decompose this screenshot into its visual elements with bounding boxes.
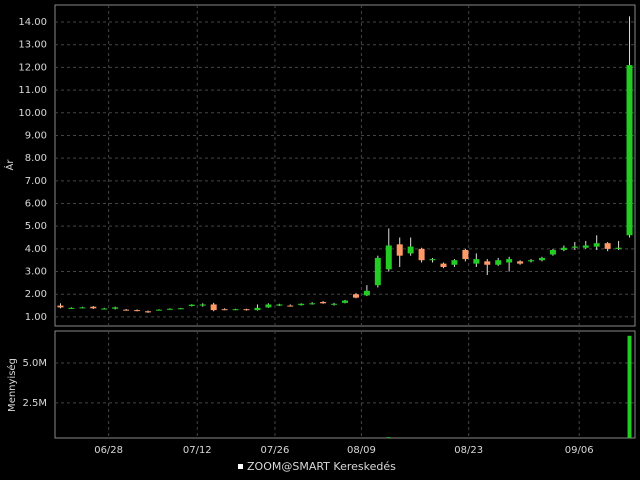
- candle-body: [145, 311, 152, 313]
- candle-body: [396, 244, 403, 256]
- candle-body: [221, 309, 228, 311]
- candle-body: [276, 304, 283, 306]
- candle-body: [528, 260, 535, 262]
- y-tick-label: 3.00: [25, 267, 47, 278]
- candle-body: [363, 290, 370, 296]
- candle-body: [232, 309, 239, 311]
- candle-body: [440, 263, 447, 268]
- candle-body: [560, 247, 567, 251]
- y-tick-label: 4.00: [25, 244, 47, 255]
- candle-body: [582, 245, 589, 248]
- candle-body: [473, 259, 480, 264]
- candle-body: [462, 250, 469, 260]
- y-tick-label: 9.00: [25, 130, 47, 141]
- x-tick-label: 07/12: [183, 445, 212, 456]
- candle-body: [626, 65, 633, 236]
- legend-label: ZOOM@SMART Kereskedés: [247, 460, 396, 473]
- candle-body: [418, 248, 425, 261]
- candle-body: [407, 246, 414, 254]
- candle-body: [538, 257, 545, 261]
- x-tick-label: 07/26: [261, 445, 290, 456]
- volume-bar: [627, 335, 632, 438]
- y-tick-label: 6.00: [25, 198, 47, 209]
- candle-body: [123, 309, 130, 311]
- candle-body: [254, 307, 261, 311]
- candle-body: [210, 304, 217, 311]
- candle-body: [484, 261, 491, 265]
- volume-axis-label: Mennyiség: [6, 358, 18, 412]
- y-tick-label: 11.00: [18, 85, 47, 96]
- candle-body: [155, 309, 162, 311]
- candle-body: [615, 247, 622, 249]
- candle-body: [298, 303, 305, 306]
- y-tick-label: 5.00: [25, 221, 47, 232]
- y-tick-label: 10.00: [18, 108, 47, 119]
- candle-body: [188, 304, 195, 307]
- x-tick-label: 06/28: [94, 445, 123, 456]
- y-tick-label: 1.00: [25, 312, 47, 323]
- candle-body: [112, 307, 119, 309]
- candle-body: [593, 243, 600, 247]
- y-tick-label: 8.00: [25, 153, 47, 164]
- legend-swatch: [238, 464, 243, 469]
- candle-body: [57, 305, 64, 308]
- candle-body: [517, 261, 524, 264]
- y-tick-label: 12.00: [18, 62, 47, 73]
- candle-body: [309, 303, 316, 305]
- candle-body: [495, 260, 502, 265]
- candle-body: [352, 294, 359, 298]
- candle-body: [506, 259, 513, 263]
- candle-body: [385, 245, 392, 270]
- candle-body: [331, 303, 338, 305]
- volume-tick-label: 5.0M: [22, 358, 47, 369]
- candle-body: [177, 308, 184, 310]
- y-tick-label: 13.00: [18, 40, 47, 51]
- y-tick-label: 2.00: [25, 289, 47, 300]
- y-axis-label: Ár: [3, 159, 16, 171]
- x-tick-label: 09/06: [565, 445, 594, 456]
- candle-body: [134, 310, 141, 312]
- candle-body: [166, 308, 173, 310]
- x-tick-label: 08/09: [347, 445, 376, 456]
- candle-body: [68, 307, 75, 309]
- candle-body: [374, 257, 381, 286]
- candle-body: [342, 300, 348, 303]
- candle-body: [451, 260, 458, 265]
- candle-body: [101, 308, 108, 310]
- candle-body: [571, 246, 578, 248]
- candle-body: [604, 243, 611, 249]
- candle-body: [429, 259, 436, 261]
- candle-body: [265, 304, 272, 308]
- price-panel: [54, 4, 636, 327]
- volume-panel: [54, 330, 636, 439]
- candle-body: [199, 304, 206, 306]
- x-tick-label: 08/23: [454, 445, 483, 456]
- candle-body: [320, 301, 327, 304]
- candle-body: [287, 305, 294, 307]
- candle-body: [549, 250, 556, 255]
- y-tick-label: 7.00: [25, 176, 47, 187]
- volume-bar: [386, 437, 391, 438]
- candle-body: [79, 307, 86, 309]
- candle-body: [243, 309, 250, 311]
- volume-tick-label: 2.5M: [22, 398, 47, 409]
- y-tick-label: 14.00: [18, 17, 47, 28]
- candle-body: [90, 306, 97, 309]
